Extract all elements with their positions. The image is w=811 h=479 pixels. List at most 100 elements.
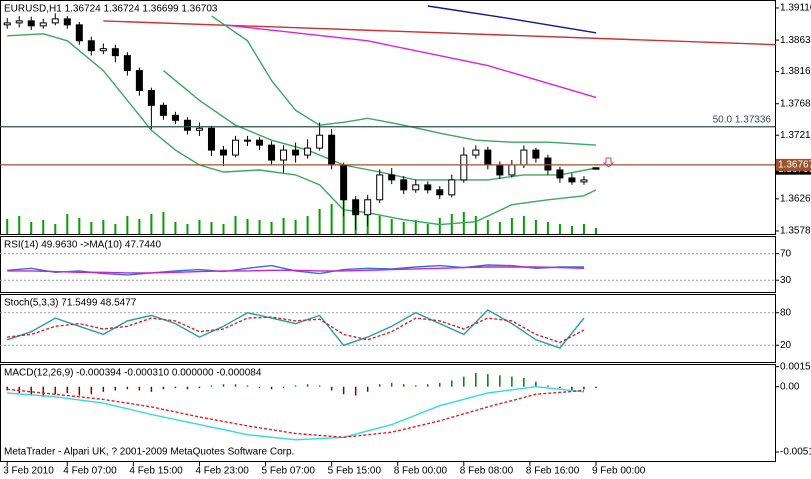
volume-bar — [318, 209, 321, 234]
volume-bar — [150, 214, 153, 234]
indicator-line — [211, 15, 597, 146]
volume-bar — [438, 218, 441, 234]
pane-title: EURUSD,H1 1.36724 1.36724 1.36699 1.3670… — [4, 4, 218, 15]
rsi-pane-border — [0, 236, 776, 293]
volume-bar — [186, 224, 189, 234]
candle-body — [568, 177, 576, 183]
volume-bar — [102, 220, 105, 234]
y-tick-label: 1.35780 — [780, 226, 811, 237]
indicator-line — [6, 309, 585, 349]
volume-bar — [162, 212, 165, 234]
candle-body — [111, 48, 119, 57]
volume-bar — [378, 216, 381, 234]
candle-body — [424, 184, 432, 191]
level-label: 50.0 1.37336 — [713, 114, 772, 125]
candle-body — [448, 179, 456, 196]
candle-body — [51, 18, 59, 24]
candle-body — [159, 104, 167, 116]
y-tick-label: 30 — [780, 275, 792, 286]
stoch-pane-border — [0, 294, 776, 363]
main-pane-border — [0, 0, 776, 235]
candle-body — [328, 134, 336, 166]
y-tick-label: 70 — [780, 248, 792, 259]
indicator-line — [7, 316, 585, 344]
candle-body — [412, 184, 420, 191]
candle-body — [316, 134, 324, 149]
candle-body — [256, 139, 264, 146]
y-tick-label: 1.38630 — [780, 35, 811, 46]
footer-credit: MetaTrader - Alpari UK, ? 2001-2009 Meta… — [4, 447, 294, 458]
candle-body — [544, 157, 552, 171]
volume-bar — [6, 219, 9, 234]
y-tick-label: 1.36260 — [780, 193, 811, 204]
volume-bar — [570, 226, 573, 234]
volume-bar — [78, 218, 81, 234]
volume-bar — [522, 216, 525, 234]
indicator-line — [103, 20, 777, 46]
y-tick-label: 0.00 — [780, 381, 800, 392]
x-tick-label: 5 Feb 07:00 — [262, 466, 316, 477]
volume-bar — [330, 204, 333, 234]
candle-body — [39, 22, 47, 27]
y-tick-label: -0.00517 — [780, 447, 811, 458]
x-tick-label: 4 Feb 23:00 — [195, 466, 249, 477]
candle-body — [280, 149, 288, 161]
volume-bar — [426, 224, 429, 234]
volume-bar — [18, 216, 21, 234]
candle-body — [532, 149, 540, 159]
volume-bar — [246, 219, 249, 234]
candle-body — [135, 70, 143, 91]
y-tick-label: 1.37680 — [780, 98, 811, 109]
indicator-line — [7, 266, 585, 274]
volume-bar — [258, 220, 261, 234]
frame — [0, 0, 776, 462]
candle-body — [508, 164, 516, 176]
indicator-line — [427, 5, 597, 34]
candle-body — [63, 18, 71, 26]
candle-body — [304, 147, 312, 156]
volume-bar — [294, 220, 297, 234]
y-tick-label: 20 — [780, 340, 792, 351]
indicator-line — [7, 385, 585, 441]
candle-body — [171, 114, 179, 121]
volume-bar — [498, 222, 501, 234]
volume-bar — [222, 224, 225, 234]
volume-bar — [306, 216, 309, 234]
y-tick-label: 1.38160 — [780, 66, 811, 77]
x-tick-label: 3 Feb 2010 — [3, 466, 54, 477]
candle-body — [75, 24, 83, 42]
pane-title: Stoch(5,3,3) 71.5499 48.5477 — [4, 298, 137, 309]
indicator-line — [7, 33, 597, 226]
x-tick-label: 9 Feb 00:00 — [592, 466, 646, 477]
candle-body — [340, 164, 348, 201]
candle-body — [400, 179, 408, 191]
volume-bar — [114, 224, 117, 234]
volume-bar — [234, 216, 237, 234]
y-tick-label: 1.37210 — [780, 130, 811, 141]
x-tick-label: 8 Feb 08:00 — [460, 466, 514, 477]
candle-body — [376, 174, 384, 201]
pane-title: RSI(14) 49.9630 ->MA(10) 47.7440 — [4, 240, 161, 251]
level-price-box — [776, 158, 811, 171]
candle-body — [207, 127, 215, 151]
level-price-label: 1.36767 — [778, 160, 811, 171]
volume-bar — [402, 222, 405, 234]
candle-body — [219, 149, 227, 156]
volume-bar — [594, 228, 597, 234]
volume-bar — [54, 224, 57, 234]
volume-bar — [474, 216, 477, 234]
candle-body — [15, 20, 23, 24]
volume-bar — [42, 220, 45, 234]
candle-body — [99, 48, 107, 52]
volume-bar — [174, 222, 177, 234]
x-tick-label: 8 Feb 00:00 — [394, 466, 448, 477]
candle-body — [484, 149, 492, 166]
volume-bar — [270, 222, 273, 234]
candle-body — [195, 127, 203, 131]
candle-body — [580, 179, 588, 183]
candle-body — [496, 164, 504, 176]
pane-title: MACD(12,26,9) -0.000394 -0.000310 0.0000… — [4, 368, 262, 379]
volume-bar — [66, 214, 69, 234]
